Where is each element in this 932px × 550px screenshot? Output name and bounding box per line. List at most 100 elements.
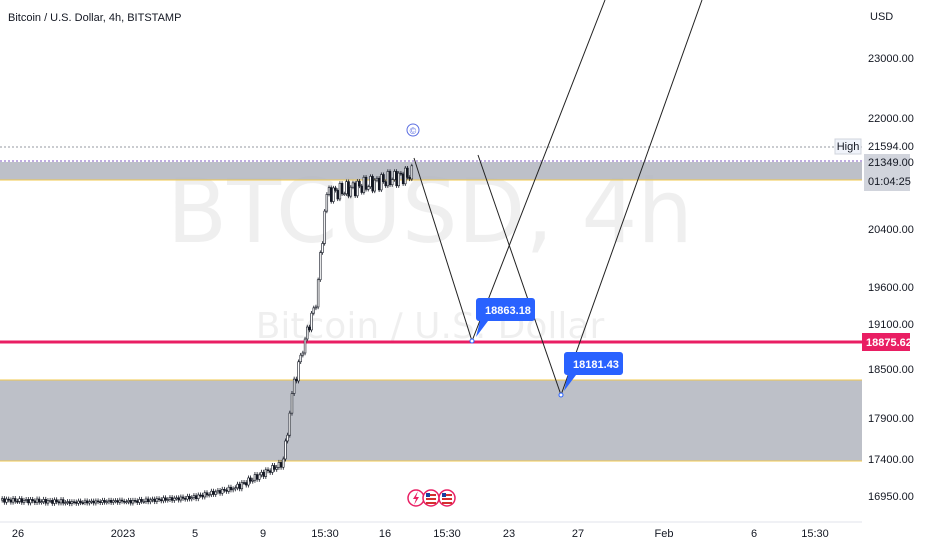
candle-body	[181, 496, 185, 499]
candle-body	[9, 499, 13, 503]
candle-body	[229, 486, 233, 491]
candle-body	[260, 471, 263, 476]
candle-body	[321, 243, 324, 253]
candle-body	[33, 500, 37, 503]
us-flag-icon[interactable]	[422, 489, 440, 507]
price-tick-label: 19100.00	[868, 319, 914, 331]
candle-body	[116, 500, 119, 503]
candle-body	[151, 498, 154, 501]
price-tick-label: 17400.00	[868, 454, 914, 466]
price-axis[interactable]: 23000.00 22000.00 20400.00 19600.00 19100.00…	[868, 53, 914, 503]
time-tick-label: 26	[12, 528, 24, 540]
candle-body	[179, 496, 183, 501]
candle-body	[245, 482, 248, 486]
last-price-label	[864, 154, 910, 191]
target-label-1[interactable]: 18863.18	[476, 298, 535, 337]
candle-body	[83, 500, 87, 503]
candle-body	[373, 179, 376, 192]
high-tag	[834, 138, 862, 155]
candle-body	[170, 497, 174, 501]
candle-body	[44, 499, 47, 504]
candle-body	[123, 500, 126, 503]
candle-body	[105, 501, 108, 504]
candle-body	[297, 361, 300, 382]
candle-body	[358, 180, 361, 187]
candle-body	[197, 494, 200, 499]
target-label-2[interactable]: 18181.43	[564, 352, 623, 391]
candle-body	[127, 500, 130, 503]
time-axis[interactable]: 26 2023 5 9 15:30 16 15:30 23 27 Feb 6 15:30	[12, 528, 829, 540]
candle-body	[362, 176, 366, 193]
candle-body	[112, 500, 115, 503]
candle-body	[284, 440, 287, 460]
candle-body	[340, 183, 344, 195]
candle-body	[292, 378, 296, 394]
candle-body	[35, 498, 39, 503]
high-price-label	[864, 139, 910, 153]
candle-body	[107, 499, 111, 503]
last-price-text: 21349.00	[868, 157, 914, 169]
lower-zone	[0, 380, 862, 461]
candle-body	[18, 498, 21, 502]
candle-body	[319, 252, 322, 281]
candle-body	[279, 462, 283, 468]
candle-body	[247, 477, 250, 486]
candle-body	[94, 500, 98, 504]
candle-body	[199, 494, 202, 497]
candles	[0, 163, 414, 507]
candle-body	[347, 181, 350, 197]
candle-body	[0, 498, 4, 501]
candle-body	[251, 479, 254, 482]
candle-body	[310, 312, 313, 331]
candle-body	[255, 474, 259, 480]
time-tick-label: 16	[379, 528, 391, 540]
candle-body	[375, 178, 379, 181]
candle-body	[144, 498, 148, 502]
candle-body	[162, 497, 165, 502]
candle-body	[351, 182, 355, 188]
time-tick-label: 6	[751, 528, 757, 540]
candle-body	[194, 495, 198, 499]
us-flag-icon[interactable]	[438, 489, 456, 507]
candle-body	[231, 488, 235, 491]
candle-body	[290, 393, 294, 414]
candle-body	[408, 177, 411, 180]
time-tick-label: 5	[192, 528, 198, 540]
candle-body	[386, 171, 390, 187]
candle-body	[410, 165, 414, 180]
time-tick-label: 27	[572, 528, 584, 540]
time-tick-label: 2023	[111, 528, 135, 540]
candle-body	[380, 174, 383, 191]
candle-body	[20, 498, 23, 503]
candle-body	[397, 172, 400, 187]
candle-body	[177, 497, 180, 501]
lightning-icon[interactable]	[407, 489, 425, 507]
candle-body	[325, 194, 329, 212]
candle-body	[205, 492, 209, 496]
candle-body	[364, 176, 368, 190]
candle-body	[133, 500, 137, 502]
time-tick-label: Feb	[655, 528, 674, 540]
candle-body	[384, 181, 387, 187]
candle-body	[391, 179, 394, 186]
candle-body	[57, 501, 61, 504]
candle-body	[29, 499, 32, 504]
price-tick-label: 22000.00	[868, 113, 914, 125]
candle-body	[221, 488, 224, 494]
candle-body	[264, 469, 268, 477]
candle-body	[53, 499, 56, 504]
candle-body	[16, 500, 19, 503]
candle-body	[66, 501, 69, 503]
candle-body	[268, 470, 272, 473]
candle-body	[155, 498, 159, 502]
support-price-label	[862, 333, 910, 351]
candle-body	[164, 497, 167, 501]
high-price-text: 21594.00	[868, 141, 914, 153]
candle-body	[338, 183, 342, 200]
candle-body	[31, 499, 34, 502]
candle-body	[96, 500, 100, 503]
candle-body	[203, 492, 207, 498]
dividend-marker[interactable]: ©	[406, 123, 420, 137]
candle-body	[306, 326, 309, 340]
